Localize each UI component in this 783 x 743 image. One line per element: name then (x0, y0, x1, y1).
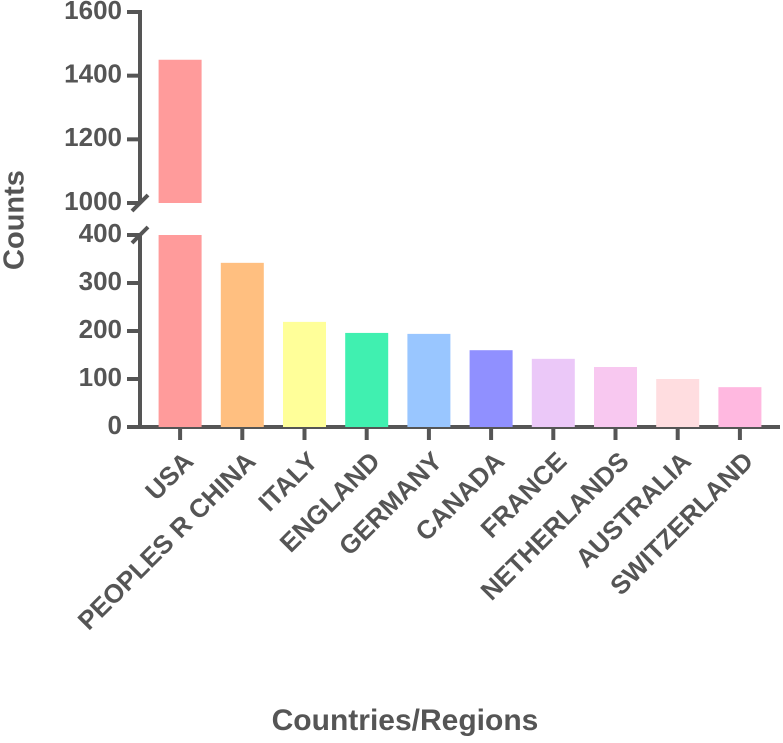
bar (407, 333, 451, 427)
y-tick-label: 200 (79, 314, 122, 344)
bar (469, 350, 513, 427)
y-tick-label: 400 (79, 218, 122, 248)
y-tick-label: 1200 (64, 122, 122, 152)
bar (594, 367, 637, 427)
bar (345, 332, 389, 427)
y-tick-label: 100 (79, 362, 122, 392)
bar (531, 358, 575, 427)
bar (158, 59, 202, 203)
bar (220, 262, 264, 427)
x-axis-label: Countries/Regions (272, 704, 539, 737)
y-tick-label: 1000 (64, 186, 122, 216)
bar (158, 235, 202, 427)
bar (283, 321, 326, 427)
y-tick-label: 1600 (64, 0, 122, 25)
bar (656, 379, 700, 427)
bar (718, 387, 762, 427)
y-axis-label: Counts (0, 170, 31, 270)
y-tick-label: 300 (79, 266, 122, 296)
y-tick-label: 1400 (64, 59, 122, 89)
y-tick-label: 0 (108, 410, 122, 440)
